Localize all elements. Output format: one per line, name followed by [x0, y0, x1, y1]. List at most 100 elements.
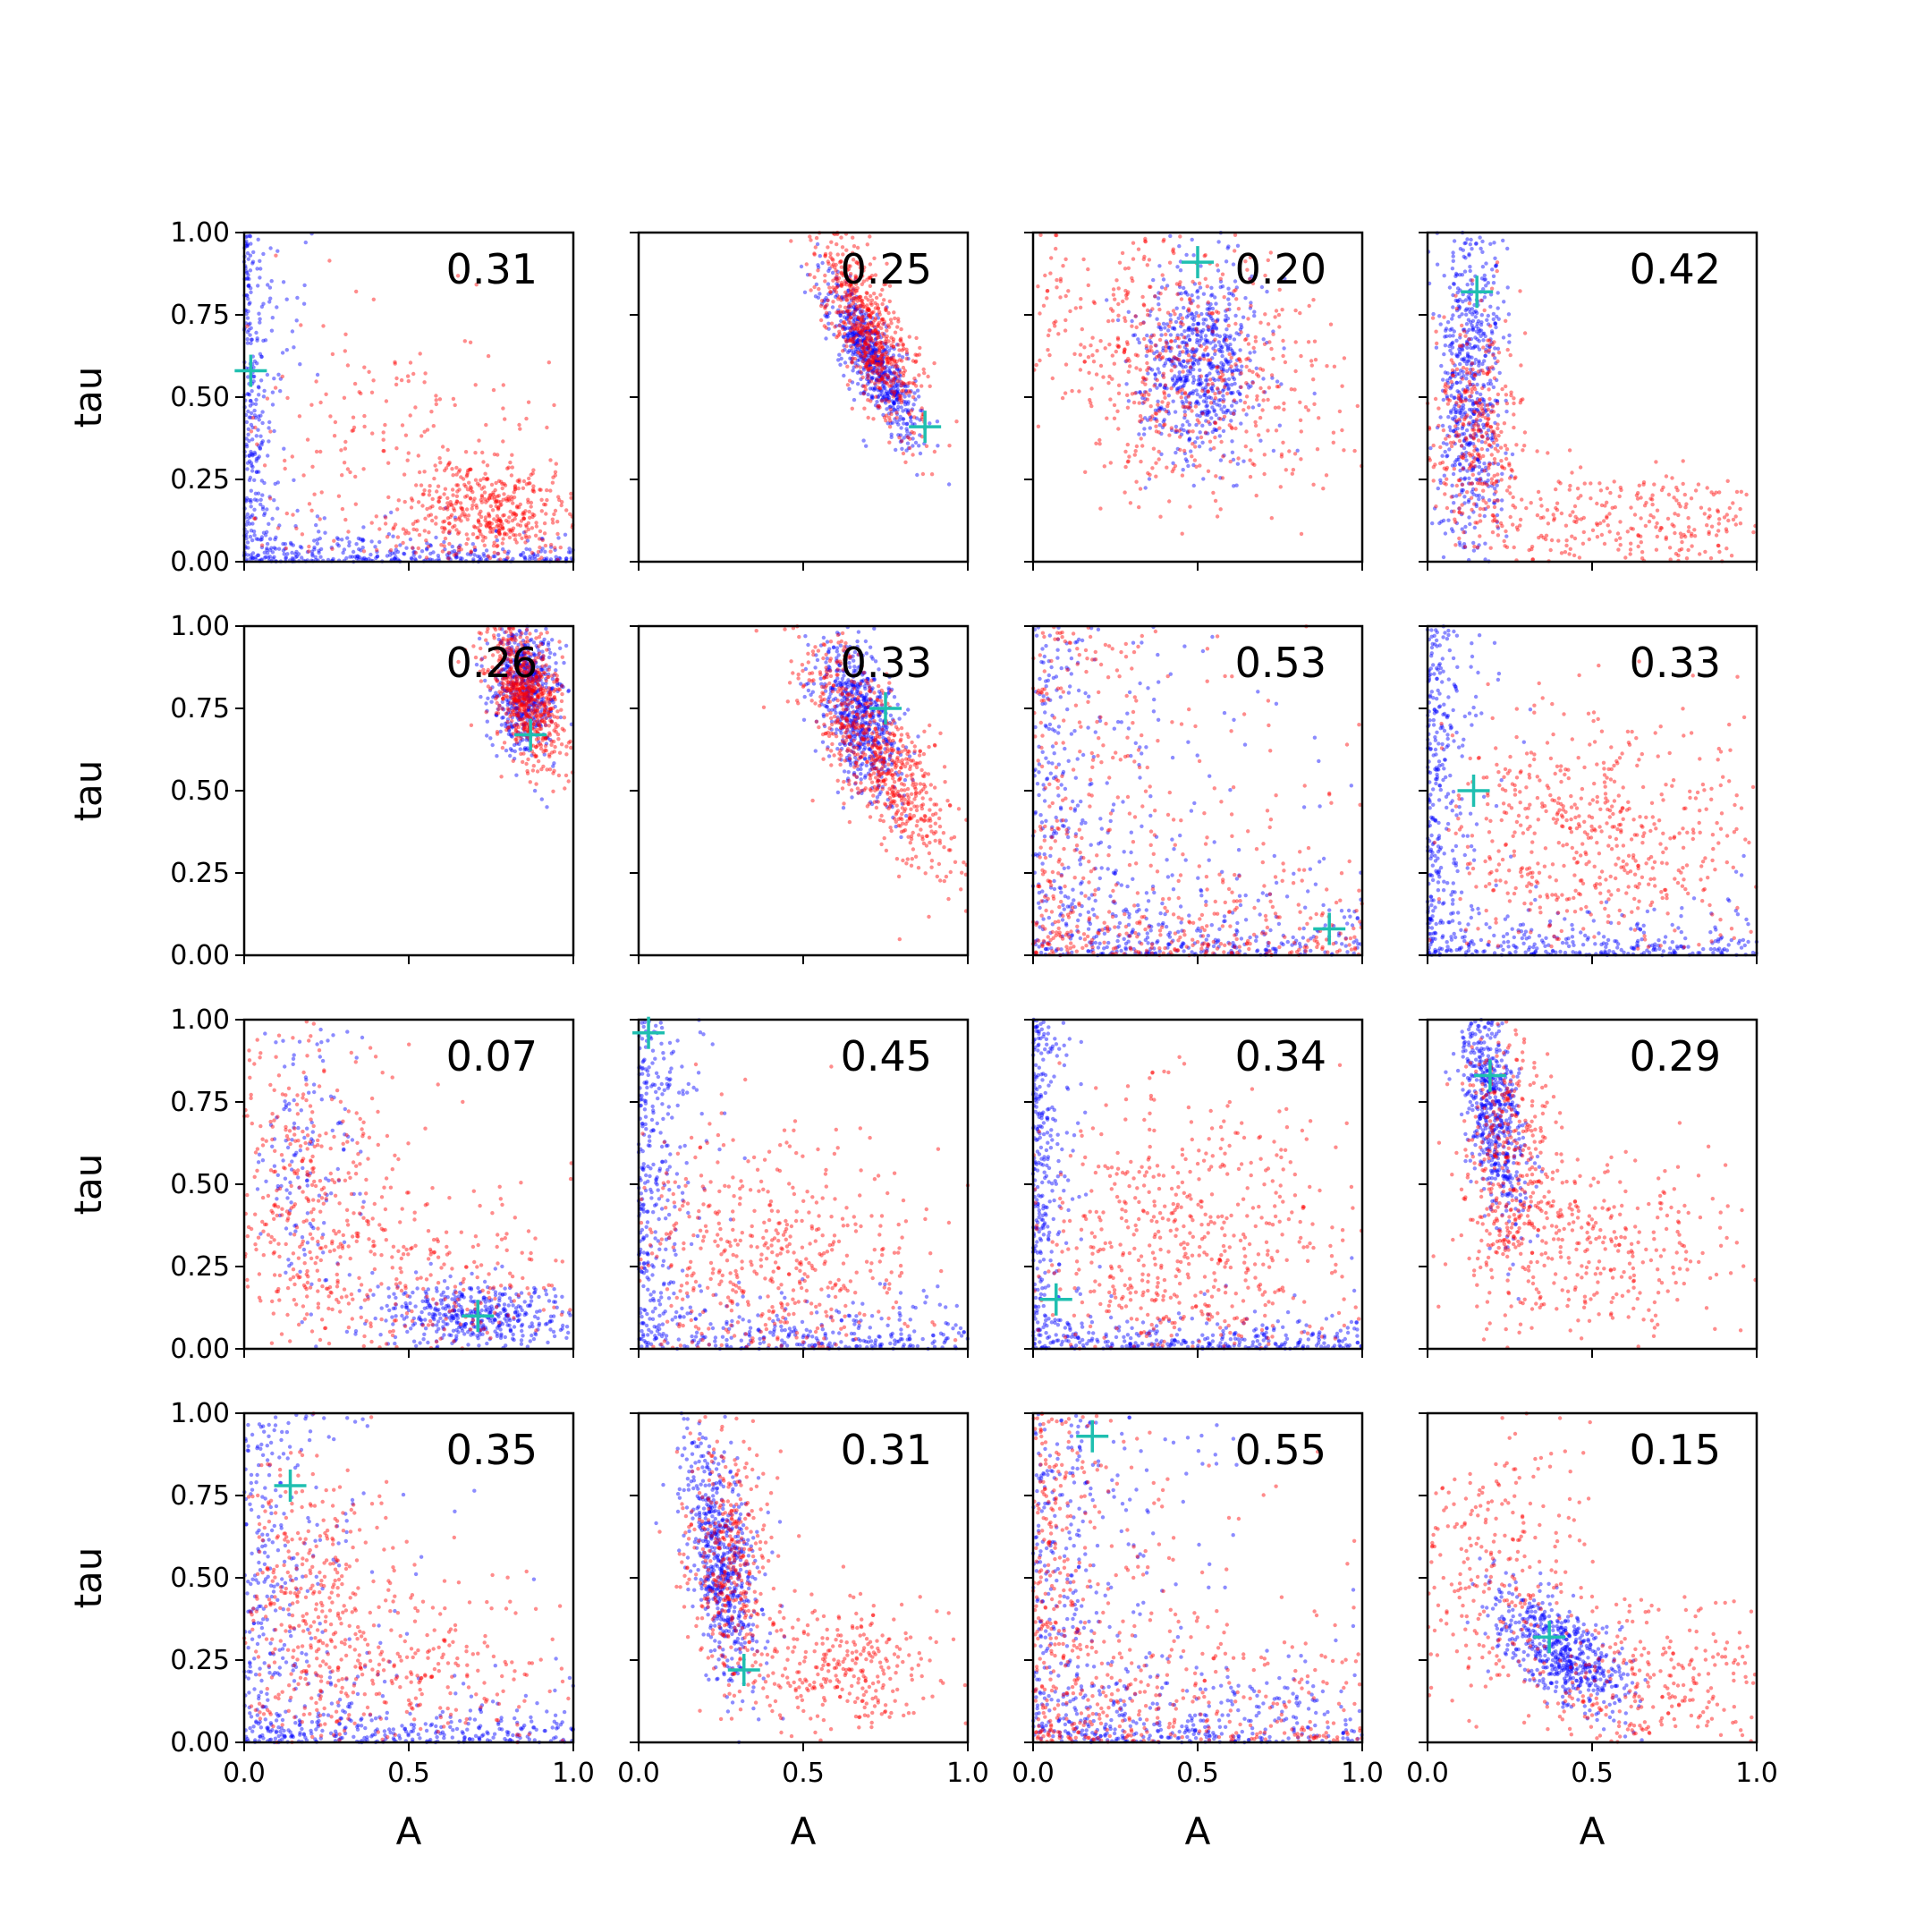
red-point — [420, 492, 425, 496]
red-point — [818, 303, 824, 309]
red-point — [496, 499, 501, 504]
blue-point — [360, 538, 365, 543]
red-point — [886, 323, 890, 327]
red-point — [1465, 490, 1470, 495]
red-point — [896, 343, 901, 347]
blue-point — [935, 419, 940, 424]
red-point — [1281, 338, 1285, 343]
blue-point — [1483, 334, 1487, 339]
red-point — [1165, 465, 1169, 470]
blue-point — [1252, 309, 1257, 314]
red-point — [1673, 512, 1677, 516]
red-point — [1640, 556, 1645, 561]
red-point — [550, 480, 555, 485]
red-point — [852, 312, 856, 317]
red-point — [468, 496, 473, 501]
red-point — [1134, 325, 1139, 330]
red-point — [301, 473, 306, 478]
blue-point — [256, 537, 260, 542]
blue-point — [292, 478, 296, 482]
red-point — [1507, 476, 1513, 480]
blue-point — [906, 400, 911, 404]
red-point — [423, 516, 428, 521]
red-point — [1559, 551, 1564, 555]
blue-point — [291, 557, 295, 562]
red-point — [879, 377, 884, 382]
red-point — [446, 462, 452, 466]
blue-point — [1479, 320, 1484, 325]
red-point — [1213, 420, 1217, 425]
red-point — [1445, 402, 1451, 406]
blue-point — [1467, 398, 1472, 402]
blue-point — [1271, 448, 1276, 453]
red-point — [918, 345, 922, 351]
blue-point — [402, 551, 406, 556]
red-point — [1281, 440, 1285, 445]
red-point — [1198, 463, 1202, 468]
red-point — [513, 513, 518, 518]
red-point — [413, 550, 419, 555]
red-point — [1438, 461, 1443, 466]
blue-point — [258, 317, 262, 321]
red-point — [1709, 524, 1715, 529]
red-point — [915, 353, 919, 358]
red-point — [870, 328, 875, 334]
blue-point — [1216, 340, 1222, 344]
red-point — [1463, 334, 1468, 338]
red-point — [1293, 369, 1298, 374]
blue-point — [1449, 527, 1454, 531]
blue-point — [261, 338, 266, 343]
red-point — [1539, 504, 1544, 508]
red-point — [1549, 538, 1555, 543]
red-point — [551, 475, 555, 479]
red-point — [1470, 453, 1475, 457]
blue-point — [1212, 408, 1216, 412]
red-point — [559, 503, 564, 508]
red-point — [1504, 384, 1508, 389]
red-point — [523, 509, 528, 513]
red-point — [1123, 267, 1128, 271]
red-point — [1177, 344, 1182, 349]
blue-point — [295, 295, 300, 301]
blue-point — [1221, 428, 1226, 434]
blue-point — [909, 419, 913, 423]
blue-point — [501, 547, 505, 552]
blue-point — [300, 555, 304, 560]
blue-point — [452, 548, 457, 554]
red-point — [453, 523, 457, 529]
blue-point — [1126, 399, 1131, 403]
blue-point — [866, 345, 870, 351]
red-point — [1126, 369, 1131, 374]
red-point — [1249, 448, 1253, 453]
red-point — [455, 489, 460, 494]
blue-point — [272, 377, 276, 381]
red-point — [1112, 416, 1117, 420]
red-point — [1460, 343, 1464, 348]
red-point — [1608, 490, 1613, 496]
blue-point — [315, 514, 320, 519]
red-point — [348, 470, 352, 475]
blue-point — [1482, 513, 1487, 519]
red-point — [818, 318, 824, 323]
red-point — [483, 471, 487, 476]
blue-point — [886, 377, 890, 382]
red-point — [1271, 356, 1275, 361]
red-point — [1055, 285, 1059, 290]
blue-point — [859, 311, 863, 316]
red-point — [1182, 335, 1187, 340]
blue-point — [1491, 317, 1496, 322]
blue-point — [1478, 235, 1482, 240]
blue-point — [259, 557, 264, 562]
red-point — [882, 298, 886, 302]
blue-point — [1261, 377, 1266, 381]
red-point — [518, 523, 523, 528]
red-point — [1079, 297, 1083, 301]
blue-point — [314, 522, 318, 528]
red-point — [1328, 322, 1334, 326]
red-point — [511, 532, 516, 538]
red-point — [831, 300, 835, 304]
red-point — [1066, 289, 1071, 293]
red-point — [1306, 408, 1311, 412]
blue-point — [861, 349, 866, 353]
